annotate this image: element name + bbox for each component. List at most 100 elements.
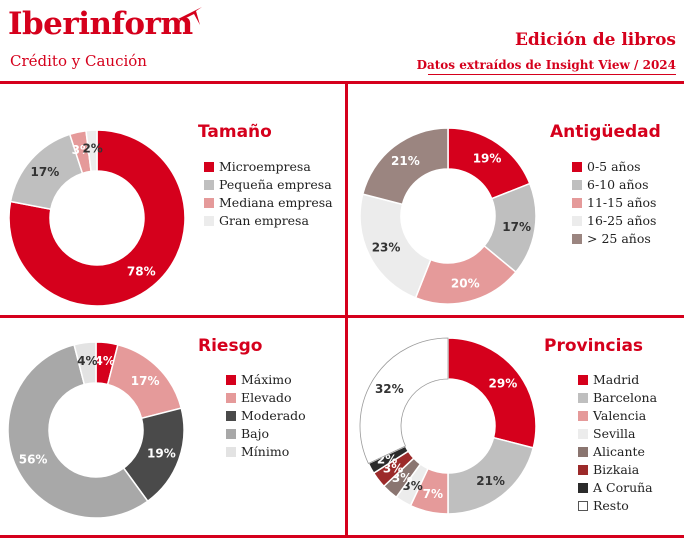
- legend-item-moderado: Moderado: [226, 407, 306, 425]
- chart-title-provincias: Provincias: [544, 336, 644, 356]
- data-label-valencia: 7%: [423, 487, 443, 501]
- legend-item-bajo: Bajo: [226, 425, 306, 443]
- legend-swatch: [572, 162, 582, 172]
- legend-swatch: [204, 180, 214, 190]
- legend-label: 16-25 años: [587, 213, 657, 228]
- legend-swatch: [578, 411, 588, 421]
- vertical-divider: [345, 81, 348, 538]
- slice-resto: [359, 337, 449, 465]
- legend-antiguedad: 0-5 años 6-10 años 11-15 años 16-25 años > 2…: [572, 158, 656, 248]
- middle-divider: [0, 315, 684, 318]
- data-label-bajo: 56%: [19, 453, 48, 467]
- data-label-25-anos: 21%: [391, 154, 420, 168]
- subtitle-underline: [428, 74, 676, 75]
- legend-label: A Coruña: [593, 480, 653, 495]
- legend-label: Elevado: [241, 390, 292, 405]
- legend-tamano: Microempresa Pequeña empresa Mediana empre…: [204, 158, 333, 230]
- legend-label: Moderado: [241, 408, 306, 423]
- legend-item-pequena-empresa: Pequeña empresa: [204, 176, 333, 194]
- slice-minimo: [73, 341, 97, 386]
- slice-16-25-anos: [359, 193, 432, 299]
- legend-label: Bajo: [241, 426, 270, 441]
- legend-swatch: [572, 180, 582, 190]
- legend-swatch: [226, 429, 236, 439]
- legend-riesgo: Máximo Elevado Moderado Bajo Mínimo: [226, 371, 306, 461]
- plane-logo-icon: [178, 7, 202, 25]
- slice-25-anos: [361, 127, 449, 206]
- legend-item-bizkaia: Bizkaia: [578, 461, 657, 479]
- legend-item-madrid: Madrid: [578, 371, 657, 389]
- legend-label: Bizkaia: [593, 462, 640, 477]
- legend-label: Pequeña empresa: [219, 177, 332, 192]
- slice-madrid: [447, 337, 537, 449]
- legend-label: Madrid: [593, 372, 640, 387]
- data-label-6-10-anos: 17%: [502, 220, 531, 234]
- data-label-gran-empresa: 2%: [82, 142, 102, 156]
- top-divider: [0, 81, 684, 84]
- donut-chart-provincias: 29%21%7%3%3%3%2%32%: [359, 337, 537, 515]
- legend-label: Valencia: [593, 408, 647, 423]
- data-label-mediana-empresa: 3%: [72, 143, 92, 157]
- legend-swatch: [226, 411, 236, 421]
- data-label-madrid: 29%: [489, 376, 518, 390]
- donut-chart-tamano: 78% 17% 3%2%: [8, 129, 186, 307]
- legend-item-25-anos: > 25 años: [572, 230, 656, 248]
- brand-tagline: Crédito y Caución: [10, 52, 147, 70]
- chart-title-antiguedad: Antigüedad: [550, 122, 661, 142]
- legend-item-0-5-anos: 0-5 años: [572, 158, 656, 176]
- slice-gran-empresa: [85, 129, 98, 173]
- bottom-divider: [0, 535, 684, 538]
- panel-antiguedad: 19% 17% 20% 23% 21% Antigüedad 0-5 años 6-10 …: [348, 84, 684, 315]
- legend-item-elevado: Elevado: [226, 389, 306, 407]
- legend-provincias: Madrid Barcelona Valencia Sevilla Alicante Bi…: [578, 371, 657, 515]
- legend-label: Resto: [593, 498, 629, 513]
- data-label-barcelona: 21%: [476, 474, 505, 488]
- legend-item-16-25-anos: 16-25 años: [572, 212, 656, 230]
- legend-item-gran-empresa: Gran empresa: [204, 212, 333, 230]
- legend-swatch: [578, 501, 588, 511]
- data-label-moderado: 19%: [147, 447, 176, 461]
- data-label-microempresa: 78%: [127, 265, 156, 279]
- legend-label: 0-5 años: [587, 159, 641, 174]
- panel-riesgo: 4% 17% 19% 56% 4% Riesgo Máximo Elevado Modera…: [0, 318, 345, 535]
- legend-swatch: [578, 429, 588, 439]
- legend-swatch: [578, 465, 588, 475]
- legend-swatch: [204, 216, 214, 226]
- legend-item-mediana-empresa: Mediana empresa: [204, 194, 333, 212]
- slice-bajo: [7, 343, 149, 519]
- legend-item-6-10-anos: 6-10 años: [572, 176, 656, 194]
- data-label-bizkaia: 3%: [383, 462, 403, 476]
- legend-swatch: [226, 375, 236, 385]
- legend-swatch: [578, 447, 588, 457]
- report-title: Edición de libros: [514, 30, 676, 50]
- report-header: Iberinform Crédito y Caución Edición de …: [0, 0, 684, 78]
- legend-swatch: [572, 234, 582, 244]
- legend-item-valencia: Valencia: [578, 407, 657, 425]
- legend-label: Sevilla: [593, 426, 636, 441]
- data-label-16-25-anos: 23%: [372, 241, 401, 255]
- data-label-elevado: 17%: [131, 374, 160, 388]
- chart-title-riesgo: Riesgo: [198, 336, 263, 356]
- data-label-maximo: 4%: [95, 354, 115, 368]
- legend-item-maximo: Máximo: [226, 371, 306, 389]
- slice-microempresa: [8, 129, 186, 307]
- legend-swatch: [572, 216, 582, 226]
- brand-name: Iberinform: [8, 6, 193, 42]
- data-label-minimo: 4%: [77, 354, 97, 368]
- legend-swatch: [572, 198, 582, 208]
- legend-swatch: [204, 162, 214, 172]
- legend-label: 11-15 años: [587, 195, 657, 210]
- legend-label: Barcelona: [593, 390, 658, 405]
- report-subtitle: Datos extraídos de Insight View / 2024: [416, 58, 676, 72]
- legend-item-a-coruna: A Coruña: [578, 479, 657, 497]
- data-label-pequena-empresa: 17%: [31, 165, 60, 179]
- chart-title-tamano: Tamaño: [198, 122, 272, 142]
- legend-swatch: [204, 198, 214, 208]
- legend-item-minimo: Mínimo: [226, 443, 306, 461]
- legend-swatch: [578, 375, 588, 385]
- panel-tamano: 78% 17% 3% 2% Tamaño Microempresa Pequeña em…: [0, 84, 345, 315]
- legend-label: Mediana empresa: [219, 195, 333, 210]
- legend-item-microempresa: Microempresa: [204, 158, 333, 176]
- donut-chart-riesgo: 4% 17% 19% 56% 4%: [7, 341, 185, 519]
- legend-label: > 25 años: [587, 231, 651, 246]
